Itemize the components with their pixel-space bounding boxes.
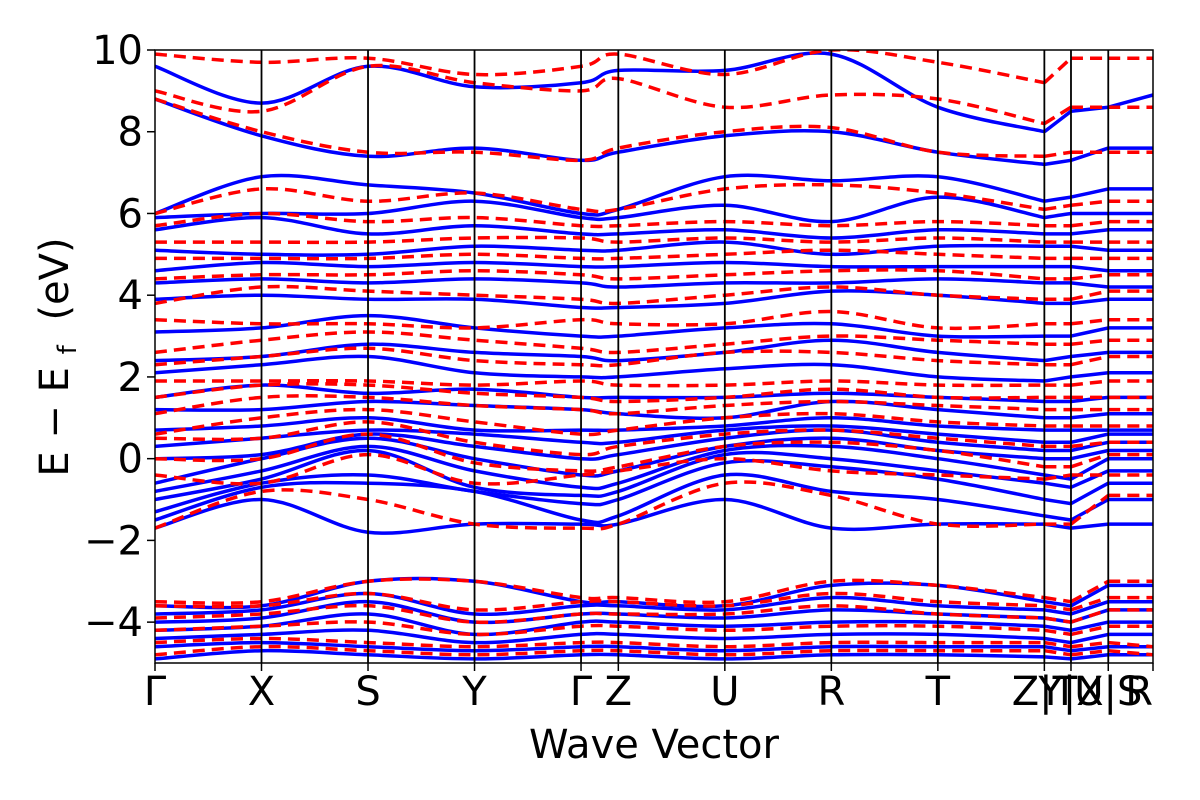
- x-tick-label: T: [925, 669, 951, 715]
- x-tick-label: R: [817, 669, 845, 715]
- band-dashed-red-17: [155, 284, 1153, 306]
- band-dashed-red-1: [155, 636, 1153, 649]
- band-dashed-red-13: [155, 378, 1153, 388]
- band-solid-blue-20: [155, 313, 1153, 339]
- y-axis-title-main: E − E: [32, 367, 78, 477]
- y-tick-label: −2: [84, 518, 143, 564]
- x-tick-label: Γ: [570, 669, 593, 715]
- band-solid-blue-22: [155, 277, 1153, 289]
- band-solid-blue-14: [155, 424, 1153, 449]
- band-solid-blue-26: [155, 195, 1153, 224]
- band-solid-blue-9: [155, 458, 1153, 514]
- series-dashed-red: [155, 50, 1153, 657]
- band-solid-blue-10: [155, 448, 1153, 502]
- band-solid-blue-15: [155, 416, 1153, 433]
- band-dashed-red-10: [155, 407, 1153, 437]
- x-tick-label: Y|X: [1037, 669, 1103, 715]
- plot-frame: [154, 49, 1154, 664]
- band-dashed-red-6: [155, 480, 1153, 531]
- x-axis-title: Wave Vector: [529, 722, 780, 768]
- x-tick-label: X: [248, 669, 275, 715]
- band-solid-blue-2: [155, 628, 1153, 645]
- x-axis: Γ X S Y Γ Z U R T Z|TY|XU|SR: [144, 663, 1154, 715]
- band-dashed-red-23: [155, 97, 1153, 163]
- band-solid-blue-21: [155, 289, 1153, 310]
- y-axis-title-subscript: f: [53, 344, 83, 354]
- band-dashed-red-3: [155, 603, 1153, 625]
- y-tick-label: 2: [118, 355, 143, 401]
- band-solid-blue-13: [155, 428, 1153, 461]
- band-dashed-red-24: [155, 63, 1153, 126]
- x-tick-label: U: [710, 669, 739, 715]
- band-dashed-red-2: [155, 620, 1153, 637]
- band-dashed-red-11: [155, 394, 1153, 416]
- y-tick-label: 4: [118, 273, 143, 319]
- band-dashed-red-16: [155, 309, 1153, 331]
- y-tick-label: −4: [84, 600, 143, 646]
- band-solid-blue-25: [155, 215, 1153, 240]
- y-tick-label: 10: [92, 28, 143, 74]
- band-solid-blue-12: [155, 436, 1153, 485]
- band-dashed-red-4: [155, 591, 1153, 612]
- band-solid-blue-24: [155, 240, 1153, 257]
- band-solid-blue-28: [155, 97, 1153, 167]
- band-dashed-red-5: [155, 577, 1153, 605]
- band-dashed-red-15: [155, 330, 1153, 355]
- series-solid-blue: [155, 51, 1153, 661]
- x-tick-label: Y: [461, 669, 487, 715]
- x-tick-label: U|S: [1074, 669, 1142, 715]
- y-tick-label: 8: [118, 110, 143, 156]
- x-tick-label: R: [1125, 669, 1153, 715]
- x-tick-label: Z: [605, 669, 632, 715]
- band-dashed-red-0: [155, 644, 1153, 657]
- band-solid-blue-29: [155, 51, 1153, 134]
- band-dashed-red-25: [155, 50, 1153, 85]
- band-dashed-red-14: [155, 346, 1153, 368]
- kpoint-divider-lines: [260, 50, 1110, 663]
- band-solid-blue-6: [155, 576, 1153, 610]
- y-axis: −4 −2 0 2 4 6 8 10: [84, 28, 155, 646]
- band-solid-blue-0: [155, 648, 1153, 661]
- band-dashed-red-21: [155, 211, 1153, 229]
- band-dashed-red-18: [155, 268, 1153, 281]
- band-solid-blue-11: [155, 443, 1153, 494]
- y-axis-title-unit: (eV): [32, 237, 78, 320]
- band-solid-blue-17: [155, 383, 1153, 404]
- y-axis-title: E − E f (eV): [32, 237, 86, 476]
- y-tick-label: 6: [118, 191, 143, 237]
- band-lines: [155, 50, 1153, 661]
- band-solid-blue-5: [155, 591, 1153, 617]
- band-solid-blue-7: [155, 497, 1153, 535]
- band-dashed-red-19: [155, 248, 1153, 261]
- band-solid-blue-8: [155, 472, 1153, 525]
- band-dashed-red-20: [155, 235, 1153, 245]
- x-tick-label: S: [355, 669, 380, 715]
- band-solid-blue-27: [155, 173, 1153, 217]
- band-solid-blue-3: [155, 612, 1153, 637]
- band-solid-blue-23: [155, 260, 1153, 273]
- y-tick-label: 0: [118, 437, 143, 483]
- band-dashed-red-12: [155, 382, 1153, 404]
- band-solid-blue-19: [155, 338, 1153, 363]
- band-solid-blue-1: [155, 640, 1153, 653]
- band-solid-blue-18: [155, 354, 1153, 383]
- x-tick-label: Γ: [144, 669, 167, 715]
- x-tick-label: Z|T: [1012, 669, 1078, 715]
